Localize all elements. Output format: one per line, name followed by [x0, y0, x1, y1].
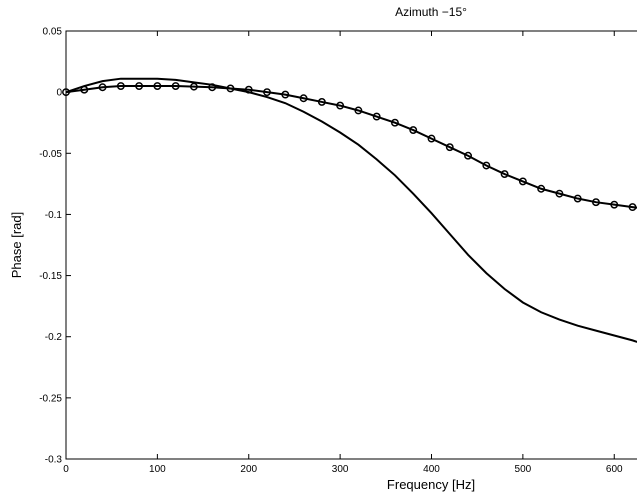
data-point	[628, 203, 637, 212]
data-point	[171, 82, 180, 90]
data-point	[299, 94, 308, 103]
data-point	[244, 85, 253, 94]
x-tick-label: 300	[332, 464, 349, 475]
plot-frame	[65, 30, 637, 460]
data-point	[445, 143, 454, 152]
x-axis-label: Frequency [Hz]	[387, 477, 475, 492]
data-point	[226, 84, 235, 93]
data-point	[482, 161, 491, 170]
y-tick-label: -0.05	[39, 149, 62, 160]
data-point	[263, 88, 271, 97]
data-point	[464, 151, 472, 160]
data-point	[189, 82, 198, 91]
data-point	[555, 189, 564, 198]
y-axis-label: Phase [rad]	[9, 212, 24, 279]
data-point	[573, 194, 582, 203]
y-tick-label: -0.2	[45, 332, 63, 343]
data-point	[62, 88, 70, 97]
y-tick-label: 0.05	[43, 27, 63, 38]
data-point	[537, 184, 546, 193]
data-point	[518, 177, 527, 186]
data-point	[336, 101, 345, 110]
data-point	[116, 82, 125, 90]
data-point	[500, 170, 509, 179]
data-point	[610, 200, 619, 209]
data-point	[80, 85, 89, 94]
y-tick-label: 0	[56, 88, 62, 99]
series-line	[65, 77, 637, 343]
x-tick-label: 200	[240, 464, 257, 475]
y-tick-label: -0.3	[45, 455, 63, 466]
y-tick-label: -0.15	[39, 271, 62, 282]
data-point	[372, 112, 381, 121]
data-point	[427, 134, 436, 143]
data-point	[409, 126, 418, 135]
x-tick-label: 0	[63, 464, 69, 475]
data-point	[592, 198, 600, 207]
data-point	[317, 97, 326, 106]
x-tick-label: 600	[606, 464, 623, 475]
x-tick-label: 500	[515, 464, 532, 475]
data-point	[98, 83, 107, 92]
data-point	[354, 106, 363, 115]
data-point	[153, 82, 162, 90]
x-tick-label: 100	[149, 464, 166, 475]
data-point	[391, 118, 399, 127]
y-tick-label: -0.1	[45, 210, 63, 221]
series-line	[65, 85, 637, 209]
y-tick-label: -0.25	[39, 393, 62, 404]
data-point	[135, 82, 144, 90]
data-point	[208, 83, 217, 92]
x-tick-label: 400	[423, 464, 440, 475]
chart-title: Azimuth −15°	[395, 5, 467, 19]
data-point	[281, 90, 290, 99]
